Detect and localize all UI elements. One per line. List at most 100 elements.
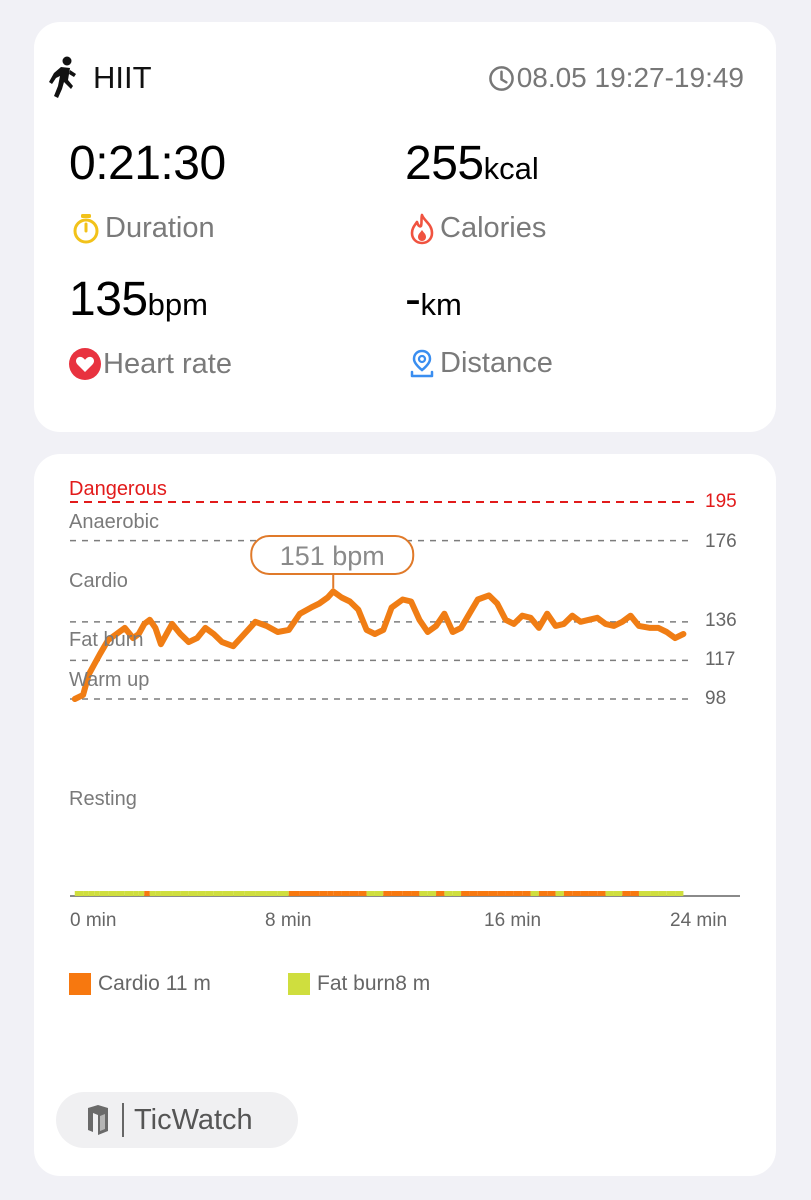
- zone-label-cardio: Cardio: [69, 570, 128, 592]
- brand-name: TicWatch: [134, 1103, 253, 1136]
- zone-bar-segment: [244, 891, 256, 896]
- zone-bar-segment: [461, 891, 470, 896]
- zone-bar-segment: [638, 891, 651, 896]
- zone-bar-segment: [172, 891, 181, 896]
- zone-bar-segment: [327, 891, 334, 896]
- calories-label: Calories: [440, 212, 547, 244]
- zone-bar-segment: [469, 891, 478, 896]
- zone-bar-segment: [116, 891, 125, 896]
- distance-label-wrap: Distance: [408, 347, 553, 380]
- zone-bar-segment: [419, 891, 428, 896]
- zone-label-anaerobic: Anaerobic: [69, 511, 160, 533]
- zone-bar-segment: [497, 891, 506, 896]
- duration-label: Duration: [105, 212, 215, 244]
- heart-rate-label: Heart rate: [103, 347, 232, 380]
- zone-bar-segment: [658, 891, 667, 896]
- duration-metric: 0:21:30: [69, 136, 226, 191]
- zone-bar-segment: [349, 891, 359, 896]
- distance-label: Distance: [440, 347, 553, 379]
- zone-bar-segment: [444, 891, 453, 896]
- heart-rate-metric: 135bpm: [69, 272, 208, 327]
- zone-bar-segment: [436, 891, 445, 896]
- zone-bar-segment: [358, 891, 367, 896]
- zone-bar-segment: [391, 891, 403, 896]
- zone-bar-segment: [547, 891, 556, 896]
- zone-bar-segment: [452, 891, 462, 896]
- zone-bar-segment: [650, 891, 659, 896]
- zone-bar-segment: [505, 891, 514, 896]
- zone-bar-segment: [213, 891, 223, 896]
- zone-label-dangerous: Dangerous: [69, 478, 167, 500]
- distance-value: -: [405, 273, 421, 326]
- x-tick-16: 16 min: [484, 910, 542, 931]
- zone-bar-segment: [513, 891, 523, 896]
- threshold-176: 176: [705, 531, 737, 552]
- duration-value: 0:21:30: [69, 137, 226, 190]
- zone-bar-segment: [188, 891, 198, 896]
- legend-cardio-label: Cardio 11 m: [98, 972, 211, 995]
- workout-summary-card: HIIT 08.05 19:27-19:49 0:21:30 Duration …: [34, 22, 776, 432]
- peak-callout-box: [250, 535, 415, 575]
- zone-bar-segment: [374, 891, 384, 896]
- zone-bar-segment: [319, 891, 328, 896]
- zone-bar-segment: [133, 891, 139, 896]
- heart-rate-series-line: [71, 588, 687, 702]
- ticwatch-source-badge[interactable]: TicWatch: [56, 1092, 298, 1148]
- zone-bar-segment: [675, 891, 684, 896]
- zone-bar-segment: [83, 891, 89, 896]
- workout-type: HIIT: [93, 60, 152, 95]
- calories-metric: 255kcal: [405, 136, 539, 191]
- zone-bar-segment: [299, 891, 312, 896]
- calories-value: 255: [405, 137, 484, 190]
- zone-bar-segment: [155, 891, 161, 896]
- zone-bar-segment: [522, 891, 531, 896]
- x-tick-8: 8 min: [265, 910, 312, 931]
- zone-bar-segment: [488, 891, 498, 896]
- zone-bar-segment: [74, 891, 84, 896]
- zone-bar-segment: [166, 891, 173, 896]
- zone-bar-segment: [288, 891, 300, 896]
- threshold-98: 98: [705, 688, 727, 709]
- stopwatch-icon: [73, 213, 99, 243]
- legend-cardio-swatch: [69, 973, 91, 995]
- brand-divider: [122, 1103, 124, 1137]
- zone-label-fat-burn: Fat burn: [69, 629, 144, 651]
- zone-bar-segment: [383, 891, 392, 896]
- zone-bar-segment: [555, 891, 564, 896]
- zone-bar-segment: [205, 891, 214, 896]
- zone-bar-segment: [588, 891, 598, 896]
- zone-bar-segment: [538, 891, 548, 896]
- zone-bar-segment: [580, 891, 589, 896]
- threshold-117: 117: [705, 649, 736, 670]
- zone-bar-segment: [311, 891, 320, 896]
- zone-bar-segment: [402, 891, 412, 896]
- calories-unit: kcal: [483, 151, 539, 186]
- running-icon: [49, 56, 76, 98]
- clock-icon: [488, 65, 514, 91]
- zone-bar-segment: [572, 891, 581, 896]
- peak-callout-label: 151 bpm: [280, 541, 385, 571]
- heart-rate-unit: bpm: [147, 287, 208, 322]
- legend-fat-burn-label: Fat burn8 m: [317, 972, 431, 995]
- heart-rate-value: 135: [69, 273, 148, 326]
- zone-bar-segment: [341, 891, 350, 896]
- distance-metric: -km: [405, 272, 462, 327]
- zone-bar-segment: [266, 891, 278, 896]
- heart-icon: [69, 348, 101, 380]
- workout-time: 08.05 19:27-19:49: [488, 62, 744, 94]
- zone-bar-segment: [149, 891, 156, 896]
- threshold-195: 195: [705, 491, 737, 512]
- zone-bar-segment: [124, 891, 134, 896]
- zone-bar-segment: [530, 891, 539, 896]
- zone-bar-segment: [197, 891, 206, 896]
- zone-bar-segment: [477, 891, 489, 896]
- heart-rate-chart: 151 bpm: [70, 501, 740, 897]
- zone-bar-segment: [88, 891, 95, 896]
- location-pin-icon: [410, 349, 434, 377]
- zone-bar-segment: [160, 891, 167, 896]
- legend-fat-burn: Fat burn8 m: [288, 972, 430, 996]
- zone-bar-segment: [108, 891, 117, 896]
- duration-label-wrap: Duration: [71, 212, 215, 245]
- zone-bar-segment: [233, 891, 245, 896]
- zone-bar-segment: [630, 891, 639, 896]
